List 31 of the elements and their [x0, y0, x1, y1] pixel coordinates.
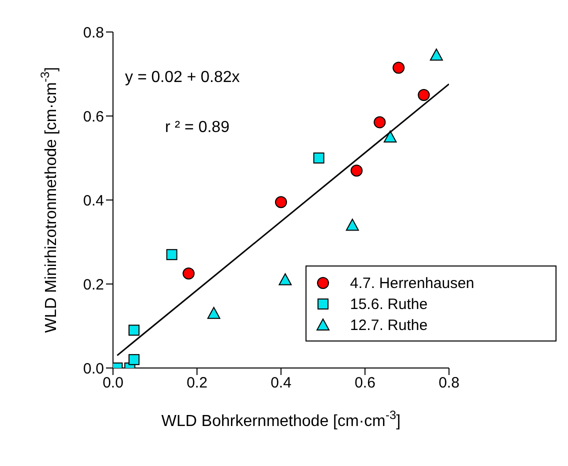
x-tick-label: 0.4	[270, 374, 292, 392]
point	[207, 306, 220, 319]
point	[418, 89, 430, 101]
legend-label: 4.7. Herrenhausen	[350, 275, 474, 292]
point	[384, 130, 397, 142]
point	[182, 268, 195, 280]
point	[275, 196, 287, 208]
point	[128, 354, 140, 366]
point	[313, 152, 324, 164]
point	[346, 218, 359, 231]
x-axis-title: WLD Bohrkernmethode [cm·cm$^{-3}$]	[161, 408, 401, 430]
y-tick-label: 0.6	[83, 108, 104, 126]
y-tick-label: 0.4	[83, 192, 104, 210]
y-tick-label: 0.0	[83, 360, 104, 378]
point	[350, 164, 363, 177]
point	[278, 273, 292, 286]
x-tick-label: 0.0	[102, 374, 124, 392]
annotation: y = 0.02 + 0.82x	[125, 69, 240, 86]
x-tick-label: 0.8	[438, 374, 460, 392]
x-tick-label: 0.2	[186, 374, 208, 392]
y-tick-label: 0.2	[83, 276, 104, 294]
y-tick-label: 0.8	[83, 24, 104, 42]
legend-label: 12.7. Ruthe	[350, 317, 428, 334]
point	[166, 249, 178, 260]
point	[430, 48, 443, 61]
x-tick-label: 0.6	[354, 374, 376, 392]
point	[392, 62, 405, 74]
point	[374, 116, 386, 128]
annotation: r ² = 0.89	[165, 119, 230, 136]
point	[128, 324, 140, 336]
legend-label: 15.6. Ruthe	[350, 296, 428, 313]
